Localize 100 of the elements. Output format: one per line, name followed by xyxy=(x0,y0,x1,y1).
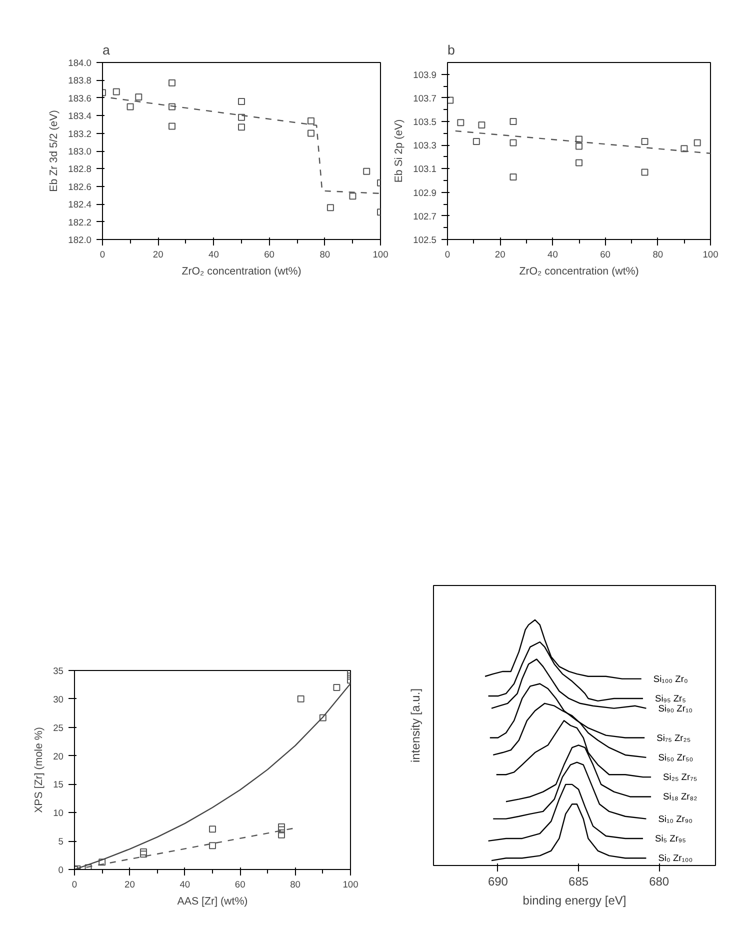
y-tick-label: 30 xyxy=(53,694,64,704)
y-axis-title: Eb Zr 3d 5/2 (eV) xyxy=(48,110,60,192)
x-tick-label: 20 xyxy=(152,250,164,260)
point xyxy=(238,114,245,121)
point xyxy=(135,94,142,101)
point xyxy=(641,138,648,146)
x-axis-title: ZrO₂ concentration (wt%) xyxy=(182,266,302,278)
x-tick-label: 40 xyxy=(208,250,219,260)
y-tick-label: 102.5 xyxy=(413,235,436,245)
x-axis-title: AAS [Zr] (wt%) xyxy=(177,896,248,908)
point xyxy=(278,823,285,830)
point xyxy=(319,714,326,722)
chart-title: b xyxy=(448,42,455,58)
y-tick-label: 25 xyxy=(53,722,64,733)
y-tick-label: 103.9 xyxy=(413,70,436,80)
y-tick-label: 35 xyxy=(53,666,64,676)
point xyxy=(576,142,582,150)
point xyxy=(238,98,245,105)
x-tick-label: 690 xyxy=(488,874,508,888)
point xyxy=(576,159,582,166)
point xyxy=(680,145,688,152)
y-tick-label: 0 xyxy=(58,865,64,875)
y-tick-label: 102.7 xyxy=(413,211,436,222)
point xyxy=(126,103,134,110)
series-label: Si₉₀ Zr₁₀ xyxy=(658,703,693,714)
y-axis-title: XPS [Zr] (mole %) xyxy=(33,727,46,813)
x-tick-label: 80 xyxy=(652,250,664,260)
y-tick-label: 103.1 xyxy=(413,164,436,174)
point xyxy=(140,850,147,858)
x-tick-label: 20 xyxy=(494,250,506,260)
point xyxy=(349,192,356,200)
series-label: Si₅₀ Zr₅₀ xyxy=(658,752,694,762)
x-tick-label: 0 xyxy=(100,250,106,260)
x-tick-label: 60 xyxy=(234,880,246,890)
y-tick-label: 10 xyxy=(53,808,64,818)
point xyxy=(472,138,480,146)
x-tick-label: 680 xyxy=(649,874,670,888)
point xyxy=(84,864,92,870)
y-tick-label: 182.2 xyxy=(68,217,92,228)
point xyxy=(510,173,517,180)
x-tick-label: 80 xyxy=(290,880,301,890)
point xyxy=(168,79,176,86)
point xyxy=(333,684,340,692)
point xyxy=(308,117,314,124)
y-tick-label: 183.6 xyxy=(68,93,92,104)
y-axis-title: Eb Si 2p (eV) xyxy=(393,119,406,183)
x-tick-label: 100 xyxy=(342,880,358,890)
x-tick-label: 0 xyxy=(444,250,450,260)
point xyxy=(308,130,314,137)
y-tick-label: 103.7 xyxy=(413,93,436,104)
y-tick-label: 15 xyxy=(53,780,64,790)
x-tick-label: 100 xyxy=(702,250,718,260)
series-label: Si₁₀ Zr₉₀ xyxy=(658,814,693,824)
point xyxy=(448,96,454,104)
x-tick-label: 685 xyxy=(568,874,589,888)
point xyxy=(576,136,582,143)
y-tick-label: 5 xyxy=(58,836,64,847)
point xyxy=(326,204,334,212)
point xyxy=(641,168,648,176)
y-tick-label: 182.6 xyxy=(68,182,92,192)
y-tick-label: 183.0 xyxy=(68,146,92,156)
y-tick-label: 183.2 xyxy=(68,128,92,139)
y-tick-label: 183.4 xyxy=(68,111,92,122)
y-tick-label: 102.9 xyxy=(413,188,436,198)
series-label: Si₇₅ Zr₂₅ xyxy=(656,732,691,743)
y-axis-title: intensity [a.u.] xyxy=(408,688,422,763)
chart-title: a xyxy=(102,42,110,58)
point xyxy=(510,118,517,125)
point xyxy=(478,122,486,129)
point xyxy=(140,848,147,856)
y-tick-label: 183.8 xyxy=(68,76,92,86)
point xyxy=(112,88,120,96)
point xyxy=(457,119,464,126)
y-tick-label: 103.3 xyxy=(413,140,436,151)
series-label: Si₁₀₀ Zr₀ xyxy=(653,674,688,684)
point xyxy=(510,139,517,146)
point xyxy=(168,103,176,110)
point xyxy=(209,826,216,833)
x-tick-label: 40 xyxy=(180,880,190,890)
x-axis-title: ZrO₂ concentration (wt%) xyxy=(519,266,639,278)
x-tick-label: 60 xyxy=(264,250,275,260)
series-label: Si₁₈ Zr₈₂ xyxy=(663,792,698,802)
point xyxy=(238,124,245,131)
y-tick-label: 20 xyxy=(53,751,64,762)
point xyxy=(98,858,106,866)
y-tick-label: 103.5 xyxy=(413,117,436,127)
point xyxy=(694,139,701,146)
x-tick-label: 60 xyxy=(600,250,611,260)
x-tick-label: 80 xyxy=(320,250,330,260)
series-label: Si₀ Zr₁₀₀ xyxy=(658,853,693,864)
y-tick-label: 182.0 xyxy=(68,235,92,245)
point xyxy=(363,168,370,175)
x-tick-label: 100 xyxy=(372,250,388,260)
y-tick-label: 182.8 xyxy=(68,164,92,174)
point xyxy=(278,831,285,838)
point xyxy=(297,695,304,702)
x-tick-label: 40 xyxy=(548,250,558,260)
series-label: Si₅ Zr₉₅ xyxy=(654,833,686,844)
series-label: Si₂₅ Zr₇₅ xyxy=(663,772,698,782)
point xyxy=(168,122,176,130)
